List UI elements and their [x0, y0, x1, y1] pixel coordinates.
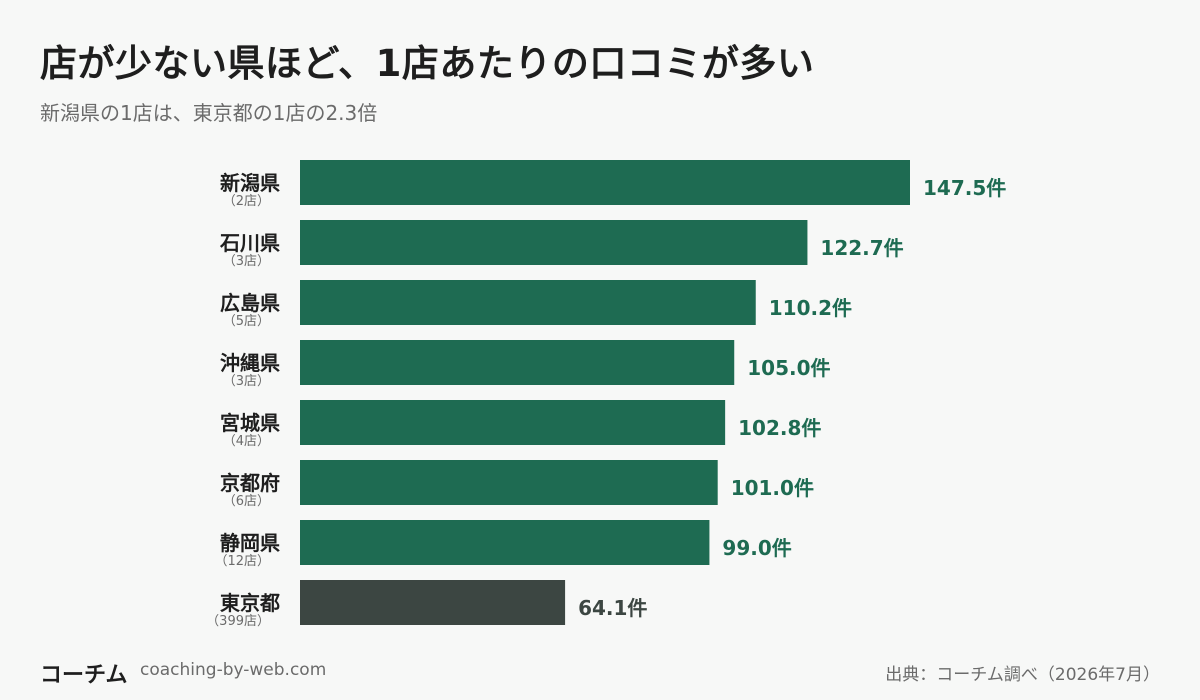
bar: [300, 280, 756, 325]
category-label: 新潟県: [220, 171, 280, 195]
bar: [300, 220, 808, 265]
category-store-count: （6店）: [223, 494, 270, 509]
source-note: 出典：コーチム調べ（2026年7月）: [885, 665, 1160, 685]
category-store-count: （3店）: [223, 254, 270, 269]
chart-title: 店が少ない県ほど、1店あたりの口コミが多い: [40, 42, 815, 85]
value-label: 64.1件: [578, 596, 647, 620]
category-label: 沖縄県: [220, 351, 280, 375]
category-store-count: （399店）: [206, 614, 270, 629]
category-store-count: （4店）: [223, 434, 270, 449]
value-label: 101.0件: [731, 476, 814, 500]
brand-logo-text: コーチム: [40, 663, 128, 688]
category-label: 石川県: [219, 231, 280, 255]
bar-row: 宮城県（4店） 102.8件: [220, 400, 821, 449]
bar-row: 新潟県（2店） 147.5件: [220, 160, 1006, 209]
category-store-count: （5店）: [223, 314, 270, 329]
value-label: 122.7件: [820, 236, 903, 260]
category-label: 東京都: [220, 591, 280, 615]
category-label: 京都府: [220, 471, 280, 495]
bar-row: 広島県（5店） 110.2件: [220, 280, 852, 329]
category-store-count: （2店）: [223, 194, 270, 209]
bar: [300, 520, 710, 565]
bar-row: 東京都（399店） 64.1件: [206, 580, 647, 629]
value-label: 110.2件: [769, 296, 852, 320]
category-label: 宮城県: [220, 411, 280, 435]
bar-row: 京都府（6店） 101.0件: [220, 460, 814, 509]
category-store-count: （3店）: [223, 374, 270, 389]
value-label: 147.5件: [923, 176, 1006, 200]
bar-row: 沖縄県（3店） 105.0件: [220, 340, 831, 389]
bar: [300, 160, 910, 205]
value-label: 99.0件: [722, 536, 791, 560]
bar: [300, 400, 726, 445]
category-label: 静岡県: [220, 531, 280, 555]
value-label: 102.8件: [738, 416, 821, 440]
chart-subtitle: 新潟県の1店は、東京都の1店の2.3倍: [40, 101, 378, 125]
bar: [300, 580, 566, 625]
category-store-count: （12店）: [214, 554, 270, 569]
site-url: coaching-by-web.com: [140, 660, 327, 680]
bar: [300, 460, 718, 505]
bar-row: 石川県（3店） 122.7件: [219, 220, 904, 269]
bar: [300, 340, 735, 385]
category-label: 広島県: [220, 291, 280, 315]
value-label: 105.0件: [747, 356, 830, 380]
bar-row: 静岡県（12店） 99.0件: [214, 520, 792, 569]
